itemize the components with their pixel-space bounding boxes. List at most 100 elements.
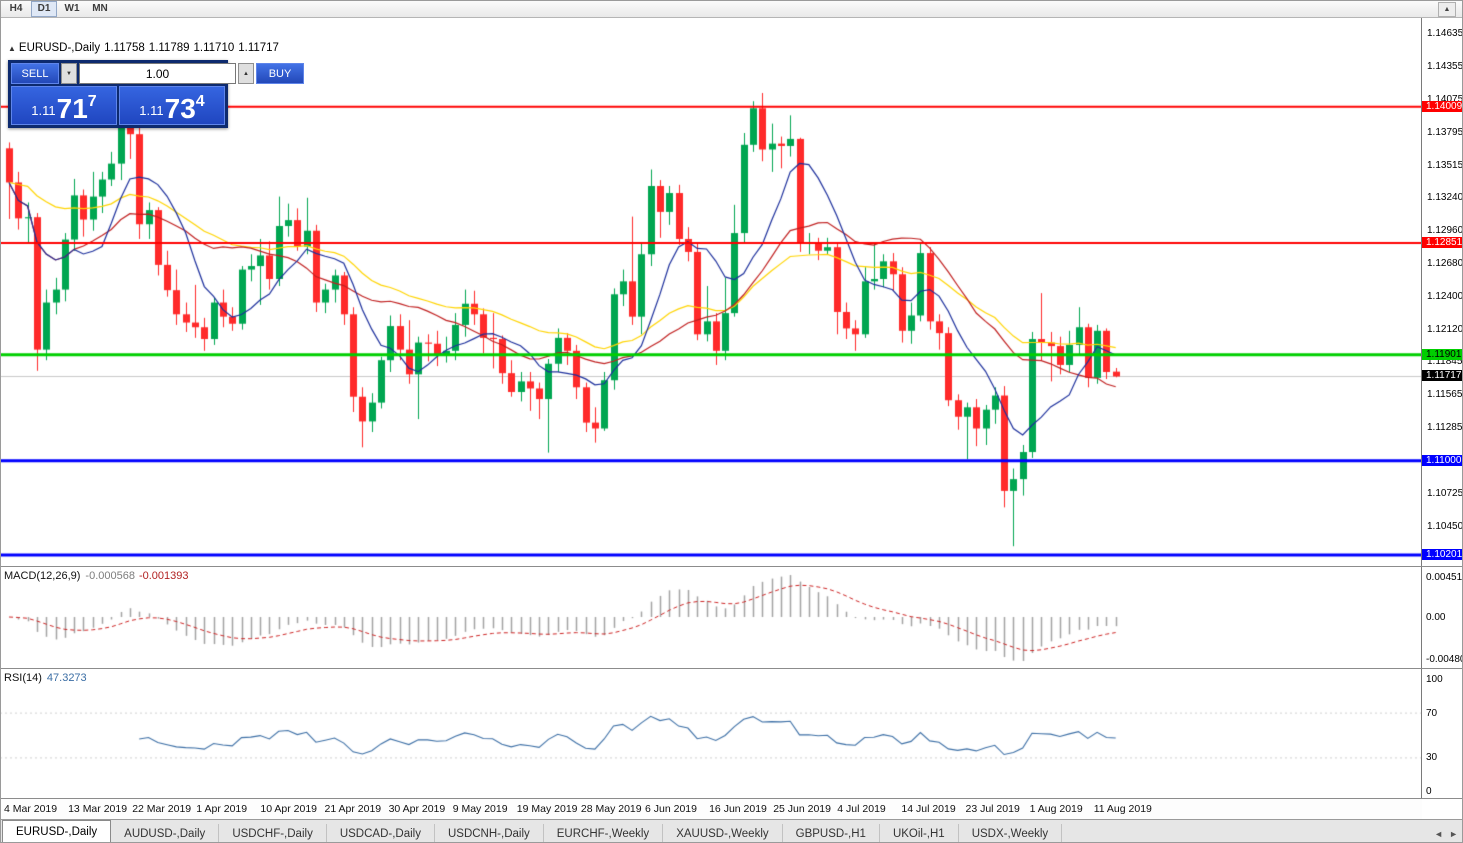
sell-price-prefix: 1.11 (31, 103, 56, 118)
price-chart-panel[interactable]: ▲ EURUSD-,Daily 1.11758 1.11789 1.11710 1.117… (0, 18, 1422, 566)
sell-price-button[interactable]: 1.11 71 7 (11, 86, 117, 125)
chart-tab-usdx[interactable]: USDX-,Weekly (958, 824, 1063, 843)
date-tick-label: 23 Jul 2019 (965, 803, 1020, 815)
buy-price-prefix: 1.11 (139, 103, 164, 118)
date-tick-label: 9 May 2019 (452, 803, 508, 815)
price-tick-label: 1.11285 (1427, 422, 1463, 434)
sell-button[interactable]: SELL (11, 63, 59, 84)
chart-tab-usdcnh[interactable]: USDCNH-,Daily (434, 824, 544, 843)
one-click-trading-panel: SELL ▼ ▲ BUY 1.11 71 7 1.11 73 4 (8, 60, 304, 128)
date-tick-label: 25 Jun 2019 (773, 803, 831, 815)
macd-value-main: -0.000568 (85, 570, 135, 582)
rsi-scale-label: 70 (1426, 707, 1438, 719)
date-tick-label: 14 Jul 2019 (901, 803, 956, 815)
date-tick-label: 10 Apr 2019 (260, 803, 318, 815)
chart-tab-usdcad[interactable]: USDCAD-,Daily (326, 824, 435, 843)
macd-scale-label: 0.00 (1426, 612, 1446, 623)
date-tick-label: 11 Aug 2019 (1093, 803, 1152, 815)
date-tick-label: 13 Mar 2019 (68, 803, 128, 815)
timeframe-button-d1[interactable]: D1 (31, 0, 57, 17)
buy-price-big: 73 (164, 93, 196, 124)
timeframe-button-mn[interactable]: MN (92, 3, 108, 14)
rsi-name: RSI(14) (4, 672, 42, 684)
chart-tab-bar: EURUSD-,Daily AUDUSD-,Daily USDCHF-,Daily U… (0, 819, 1463, 843)
price-tick-label: 1.11845 (1427, 356, 1463, 368)
price-tick-label: 1.14355 (1427, 60, 1463, 72)
date-tick-label: 30 Apr 2019 (388, 803, 446, 815)
rsi-panel[interactable]: RSI(14) 47.3273 (0, 669, 1422, 798)
price-tick-label: 1.11565 (1427, 389, 1463, 401)
volume-decrease-icon[interactable]: ▼ (61, 63, 77, 84)
macd-canvas[interactable] (0, 567, 1422, 667)
chart-tab-gbpusd[interactable]: GBPUSD-,H1 (782, 824, 880, 843)
macd-name: MACD(12,26,9) (4, 570, 81, 582)
timeframe-button-w1[interactable]: W1 (64, 3, 80, 14)
date-tick-label: 1 Apr 2019 (196, 803, 248, 815)
tab-scroll-right-icon[interactable]: ► (1449, 829, 1458, 839)
price-tick-label: 1.12680 (1427, 258, 1463, 270)
oneclick-price-row: 1.11 71 7 1.11 73 4 (11, 86, 225, 125)
price-axis[interactable]: 1.14635 1.14355 1.14075 1.13795 1.13515 1.132… (1421, 18, 1463, 798)
price-tick-label: 1.13515 (1427, 159, 1463, 171)
buy-button[interactable]: BUY (256, 63, 304, 84)
price-tick-label: 1.14635 (1427, 27, 1463, 39)
price-level-label: 1.12851 (1422, 236, 1463, 248)
price-level-label: 1.11901 (1422, 348, 1463, 360)
chart-tab-eurchf[interactable]: EURCHF-,Weekly (543, 824, 664, 843)
price-level-label: 1.11000 (1422, 454, 1463, 466)
chart-symbol: EURUSD-,Daily (18, 42, 101, 54)
oneclick-collapse-icon[interactable]: ▲ (8, 44, 16, 53)
sell-price-big: 71 (56, 93, 88, 124)
date-tick-label: 4 Mar 2019 (4, 803, 58, 815)
chart-tab-audusd[interactable]: AUDUSD-,Daily (111, 824, 220, 843)
candlestick-chart-canvas[interactable] (0, 18, 1422, 566)
panel-separator[interactable] (0, 798, 1463, 799)
rsi-scale-label: 0 (1426, 786, 1432, 797)
sell-price-pipette: 7 (87, 93, 97, 110)
buy-price-button[interactable]: 1.11 73 4 (119, 86, 225, 125)
rsi-scale-label: 100 (1426, 674, 1443, 685)
timeframe-buttons: H4 D1 W1 MN (3, 0, 115, 17)
chart-tab-eurusd[interactable]: EURUSD-,Daily (2, 820, 112, 843)
price-tick-label: 1.12400 (1427, 291, 1463, 303)
rsi-canvas[interactable] (0, 669, 1422, 798)
chart-tab-ukoil[interactable]: UKOil-,H1 (879, 824, 959, 843)
price-tick-label: 1.10450 (1427, 520, 1463, 532)
chart-tab-xauusd[interactable]: XAUUSD-,Weekly (663, 824, 783, 843)
rsi-label: RSI(14) 47.3273 (4, 672, 87, 684)
macd-panel[interactable]: MACD(12,26,9) -0.000568 -0.001393 (0, 567, 1422, 667)
panel-separator[interactable] (0, 668, 1463, 669)
date-tick-label: 1 Aug 2019 (1029, 803, 1083, 815)
date-axis[interactable]: 4 Mar 2019 13 Mar 2019 22 Mar 2019 1 Apr 20… (0, 799, 1422, 819)
ohlc-low: 1.11710 (193, 42, 235, 54)
rsi-value: 47.3273 (46, 672, 87, 684)
tab-scroll-buttons: ◄ ► (1434, 829, 1458, 839)
ohlc-open: 1.11758 (104, 42, 145, 54)
date-tick-label: 21 Apr 2019 (324, 803, 382, 815)
chart-tab-usdchf[interactable]: USDCHF-,Daily (219, 824, 327, 843)
macd-value-signal: -0.001393 (138, 570, 189, 582)
macd-label: MACD(12,26,9) -0.000568 -0.001393 (4, 570, 189, 582)
date-tick-label: 6 Jun 2019 (645, 803, 697, 815)
price-level-label: 1.14009 (1422, 100, 1463, 112)
price-tick-label: 1.10725 (1427, 488, 1463, 500)
ohlc-high: 1.11789 (148, 42, 190, 54)
panel-separator[interactable] (0, 566, 1463, 567)
volume-increase-icon[interactable]: ▲ (238, 63, 254, 84)
date-tick-label: 19 May 2019 (516, 803, 578, 815)
macd-scale-label: -0.004806 (1426, 654, 1463, 665)
price-level-label: 1.11717 (1422, 370, 1463, 382)
price-tick-label: 1.12120 (1427, 324, 1463, 336)
oneclick-top-row: SELL ▼ ▲ BUY (11, 63, 304, 84)
date-tick-label: 4 Jul 2019 (837, 803, 886, 815)
scroll-up-icon[interactable]: ▲ (1438, 2, 1456, 17)
tab-scroll-left-icon[interactable]: ◄ (1434, 829, 1444, 839)
volume-input[interactable] (79, 63, 236, 84)
timeframe-button-h4[interactable]: H4 (9, 3, 23, 14)
price-tick-label: 1.14075 (1427, 93, 1463, 105)
chart-tabs: EURUSD-,Daily AUDUSD-,Daily USDCHF-,Daily U… (0, 820, 1063, 843)
price-tick-label: 1.12960 (1427, 225, 1463, 237)
price-tick-label: 1.13795 (1427, 126, 1463, 138)
ohlc-close: 1.11717 (238, 42, 279, 54)
price-tick-label: 1.13240 (1427, 192, 1463, 204)
